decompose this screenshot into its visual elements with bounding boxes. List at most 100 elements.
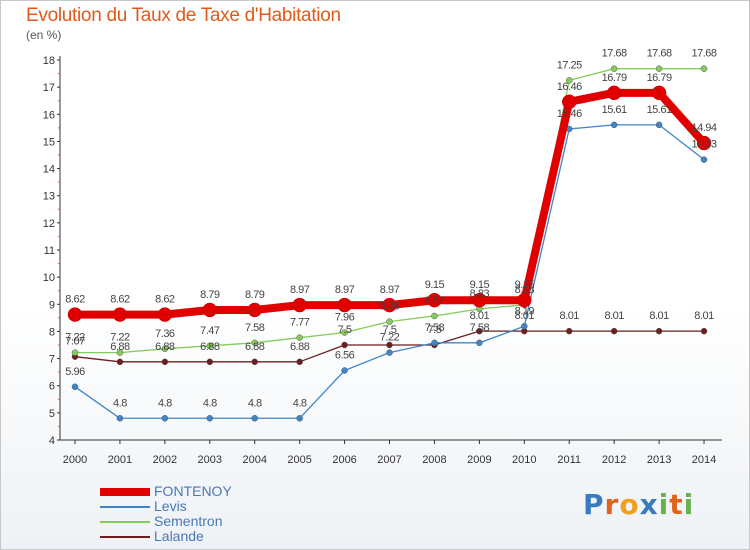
data-label: 6.88 xyxy=(155,341,175,353)
series-point-lalande xyxy=(610,327,618,335)
data-label: 15.61 xyxy=(602,104,627,116)
data-label: 8.01 xyxy=(470,310,490,322)
logo-letter: o xyxy=(619,488,640,521)
data-label: 8.01 xyxy=(649,310,669,322)
series-point-fontenoy xyxy=(292,297,307,313)
logo-letter: i xyxy=(683,488,695,521)
y-tick-label: 13 xyxy=(43,191,55,203)
series-point-fontenoy xyxy=(67,307,83,322)
data-label: 8.97 xyxy=(335,284,355,296)
series-point-fontenoy xyxy=(382,297,397,313)
y-tick-label: 4 xyxy=(49,435,55,447)
series-point-sementron xyxy=(206,342,214,350)
series-point-lalande xyxy=(341,341,348,349)
series-point-fontenoy xyxy=(517,292,532,308)
legend-item-lalande: Lalande xyxy=(100,528,300,544)
series-point-levis xyxy=(341,367,348,374)
data-label: 7.5 xyxy=(338,324,352,336)
series-point-levis xyxy=(521,323,528,330)
data-label: 7.77 xyxy=(290,317,310,329)
data-label: 4.8 xyxy=(248,397,262,409)
data-label: 17.68 xyxy=(602,48,627,60)
x-tick-label: 2010 xyxy=(512,454,536,466)
data-label: 6.88 xyxy=(245,341,265,353)
y-tick-label: 11 xyxy=(44,245,55,257)
legend-item-fontenoy: FONTENOY xyxy=(100,483,300,499)
data-label: 8.79 xyxy=(245,289,265,301)
legend: FONTENOY Levis Sementron Lalande xyxy=(100,483,300,544)
series-point-levis xyxy=(206,415,214,422)
data-label: 8.57 xyxy=(425,295,445,307)
unit-label: (en %) xyxy=(26,28,62,42)
series-point-fontenoy xyxy=(696,135,712,151)
data-label: 7.07 xyxy=(65,336,85,348)
logo-letter: t xyxy=(669,488,684,521)
data-label: 8.01 xyxy=(515,310,535,322)
data-label: 16.46 xyxy=(557,81,582,93)
y-tick-label: 10 xyxy=(43,272,55,284)
series-point-fontenoy xyxy=(112,307,128,322)
series-point-sementron xyxy=(700,65,708,72)
series-point-lalande xyxy=(206,358,214,366)
x-tick-label: 2013 xyxy=(647,454,671,466)
x-tick-label: 2000 xyxy=(63,454,87,466)
x-tick-label: 2002 xyxy=(153,454,177,466)
data-label: 8.62 xyxy=(110,294,130,306)
x-tick-label: 2001 xyxy=(108,454,132,466)
y-tick-label: 6 xyxy=(49,381,55,393)
y-tick-label: 12 xyxy=(43,218,55,230)
data-label: 8.19 xyxy=(515,305,535,317)
y-tick-label: 14 xyxy=(43,164,55,176)
series-point-levis xyxy=(610,121,618,129)
series-point-sementron xyxy=(610,65,618,72)
series-point-sementron xyxy=(116,349,124,356)
series-point-sementron xyxy=(161,345,169,353)
series-point-levis xyxy=(296,415,303,422)
data-label: 5.96 xyxy=(65,366,85,378)
data-label: 14.33 xyxy=(692,139,717,151)
data-label: 7.5 xyxy=(428,324,442,336)
x-tick-label: 2006 xyxy=(332,454,356,466)
data-label: 6.88 xyxy=(200,341,220,353)
series-point-levis xyxy=(655,121,663,129)
series-point-lalande xyxy=(386,341,393,349)
x-tick-label: 2009 xyxy=(467,454,491,466)
legend-swatch xyxy=(100,521,150,523)
data-label: 7.36 xyxy=(155,328,175,340)
x-tick-label: 2004 xyxy=(242,454,266,466)
data-label: 8.97 xyxy=(380,284,400,296)
logo-letter: r xyxy=(604,488,620,521)
chart-title: Evolution du Taux de Taxe d'Habitation xyxy=(26,5,341,26)
series-point-lalande xyxy=(251,358,258,366)
axes: 4 5 6 7 8 9 10 11 12 13 14 15 16 17 18 2000 2001 2002 2003… xyxy=(43,55,722,466)
logo-letter: P xyxy=(583,488,605,521)
y-tick-label: 17 xyxy=(43,82,55,94)
data-label: 8.62 xyxy=(155,294,175,306)
series-point-levis xyxy=(386,349,393,356)
series-point-fontenoy xyxy=(337,297,352,313)
data-label: 8.79 xyxy=(200,289,220,301)
series-point-fontenoy xyxy=(247,302,262,318)
series-point-sementron xyxy=(655,65,663,72)
series-point-fontenoy xyxy=(427,292,442,308)
series-point-sementron xyxy=(71,349,79,356)
data-label: 6.88 xyxy=(290,341,310,353)
series-layer xyxy=(67,65,712,422)
series-point-sementron xyxy=(341,329,348,336)
logo-letter: i xyxy=(658,488,670,521)
y-tick-label: 7 xyxy=(49,354,55,366)
series-point-sementron xyxy=(386,318,393,325)
series-line-fontenoy xyxy=(75,88,708,319)
series-point-lalande xyxy=(700,327,708,335)
data-label: 4.8 xyxy=(203,397,217,409)
series-point-lalande xyxy=(116,358,124,366)
series-point-fontenoy xyxy=(157,307,173,322)
series-point-sementron xyxy=(431,312,438,320)
y-tick-label: 8 xyxy=(49,326,55,338)
data-label: 6.88 xyxy=(110,341,130,353)
series-point-fontenoy xyxy=(606,85,622,101)
series-point-fontenoy xyxy=(202,302,218,318)
legend-swatch xyxy=(100,536,150,538)
series-point-lalande xyxy=(655,327,663,335)
series-point-lalande xyxy=(476,327,483,335)
